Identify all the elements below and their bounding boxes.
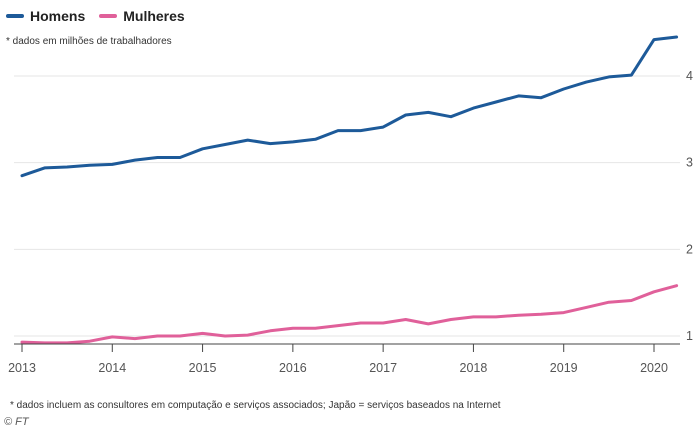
y-tick-label-1: 1 (686, 329, 693, 343)
legend-swatch-homens (6, 14, 24, 18)
series-line-mulheres (20, 284, 679, 345)
legend-item-homens: Homens (6, 8, 85, 24)
x-axis-ticks: 2013 2014 2015 2016 2017 2018 2019 2020 (8, 361, 668, 375)
series-line-homens (20, 35, 679, 178)
legend-label-homens: Homens (30, 8, 86, 24)
y-tick-label-3: 3 (686, 156, 693, 170)
x-tick-label-2016: 2016 (279, 361, 307, 375)
series-lines (20, 35, 679, 345)
x-tick-label-2017: 2017 (369, 361, 397, 375)
legend-item-mulheres: Mulheres (99, 8, 185, 24)
y-axis-ticks: 1 2 3 4 (686, 69, 693, 343)
grid-lines (14, 75, 680, 337)
x-tick-label-2019: 2019 (550, 361, 578, 375)
x-tick-label-2018: 2018 (460, 361, 488, 375)
unit-note: * dados em milhões de trabalhadores (6, 36, 172, 47)
x-axis (14, 343, 680, 352)
y-tick-label-2: 2 (686, 242, 693, 256)
footnote: * dados incluem as consultores em comput… (10, 400, 501, 411)
credit: © FT (4, 416, 29, 428)
legend-swatch-mulheres (99, 14, 118, 18)
x-tick-label-2013: 2013 (8, 361, 36, 375)
legend-label-mulheres: Mulheres (123, 8, 185, 24)
x-tick-label-2015: 2015 (189, 361, 217, 375)
legend: Homens Mulheres (6, 8, 185, 24)
x-tick-label-2020: 2020 (640, 361, 668, 375)
x-tick-label-2014: 2014 (98, 361, 126, 375)
y-tick-label-4: 4 (686, 69, 693, 83)
